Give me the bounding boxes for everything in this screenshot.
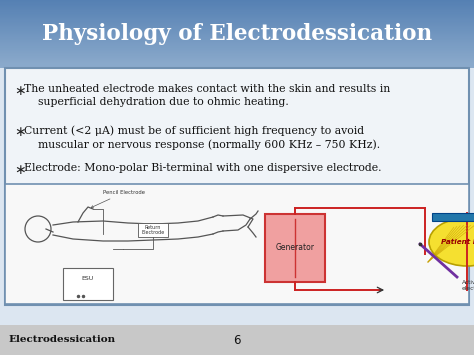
Bar xyxy=(0,49,474,51)
Text: ∗: ∗ xyxy=(14,125,26,139)
Bar xyxy=(0,14,474,16)
Bar xyxy=(0,60,474,61)
Bar xyxy=(0,3,474,5)
Bar xyxy=(0,1,474,2)
Bar xyxy=(0,55,474,57)
Text: Electrodessication: Electrodessication xyxy=(8,335,115,344)
Bar xyxy=(0,33,474,35)
Bar xyxy=(0,19,474,20)
Text: Pencil Electrode: Pencil Electrode xyxy=(91,190,145,208)
Bar xyxy=(0,31,474,33)
Bar xyxy=(0,29,474,31)
Bar xyxy=(0,10,474,11)
Bar xyxy=(0,26,474,27)
Bar xyxy=(0,37,474,39)
Bar xyxy=(0,12,474,13)
Bar xyxy=(0,4,474,6)
Bar xyxy=(0,6,474,8)
Text: ESU: ESU xyxy=(82,277,94,282)
Text: Physiology of Electrodessication: Physiology of Electrodessication xyxy=(42,23,432,45)
Bar xyxy=(0,15,474,17)
Bar xyxy=(0,44,474,45)
Bar xyxy=(0,56,474,58)
Bar xyxy=(0,36,474,37)
Bar xyxy=(63,268,113,300)
Bar xyxy=(0,61,474,62)
Bar xyxy=(0,40,474,42)
Bar xyxy=(5,184,469,304)
Text: Electrode: Mono-polar Bi-terminal with one dispersive electrode.: Electrode: Mono-polar Bi-terminal with o… xyxy=(24,163,382,173)
Bar xyxy=(0,45,474,47)
Bar xyxy=(0,21,474,23)
Bar xyxy=(0,54,474,55)
Bar xyxy=(0,64,474,66)
Bar xyxy=(0,53,474,54)
Bar xyxy=(0,18,474,19)
Bar xyxy=(0,22,474,24)
Bar xyxy=(0,46,474,48)
Bar xyxy=(0,57,474,59)
Bar xyxy=(0,32,474,34)
Bar xyxy=(0,16,474,18)
Text: Return
Electrode: Return Electrode xyxy=(141,225,164,235)
Text: Generator: Generator xyxy=(275,244,315,252)
Bar xyxy=(0,62,474,64)
Text: ∗: ∗ xyxy=(14,84,26,98)
Bar xyxy=(0,24,474,26)
Bar xyxy=(432,213,474,221)
Text: The unheated electrode makes contact with the skin and results in
    superficia: The unheated electrode makes contact wit… xyxy=(24,84,390,107)
Bar xyxy=(0,0,474,1)
Bar xyxy=(138,223,168,237)
Ellipse shape xyxy=(429,218,474,266)
Bar xyxy=(0,35,474,36)
Bar xyxy=(0,325,474,355)
Bar xyxy=(265,214,325,282)
Bar xyxy=(0,65,474,67)
Text: Patient Body: Patient Body xyxy=(441,239,474,245)
Text: ∗: ∗ xyxy=(14,163,26,177)
Bar xyxy=(0,2,474,4)
Bar xyxy=(0,59,474,60)
Bar xyxy=(0,30,474,32)
Bar xyxy=(0,38,474,40)
Bar xyxy=(0,20,474,22)
Bar xyxy=(0,9,474,10)
Bar xyxy=(0,51,474,53)
Bar xyxy=(0,48,474,50)
Bar xyxy=(0,42,474,43)
Bar xyxy=(5,68,469,305)
Bar xyxy=(0,13,474,15)
Bar xyxy=(0,47,474,49)
Text: Current (<2 μA) must be of sufficient high frequency to avoid
    muscular or ne: Current (<2 μA) must be of sufficient hi… xyxy=(24,125,380,149)
Text: 6: 6 xyxy=(233,333,241,346)
Bar xyxy=(0,66,474,68)
Bar xyxy=(0,23,474,25)
Bar xyxy=(0,11,474,12)
Bar xyxy=(0,28,474,29)
Bar xyxy=(0,50,474,52)
Bar xyxy=(0,27,474,28)
Bar xyxy=(0,43,474,44)
Bar xyxy=(0,63,474,65)
Bar xyxy=(0,7,474,9)
Bar xyxy=(0,5,474,7)
Bar xyxy=(0,39,474,41)
Text: Active
electrode: Active electrode xyxy=(462,280,474,291)
